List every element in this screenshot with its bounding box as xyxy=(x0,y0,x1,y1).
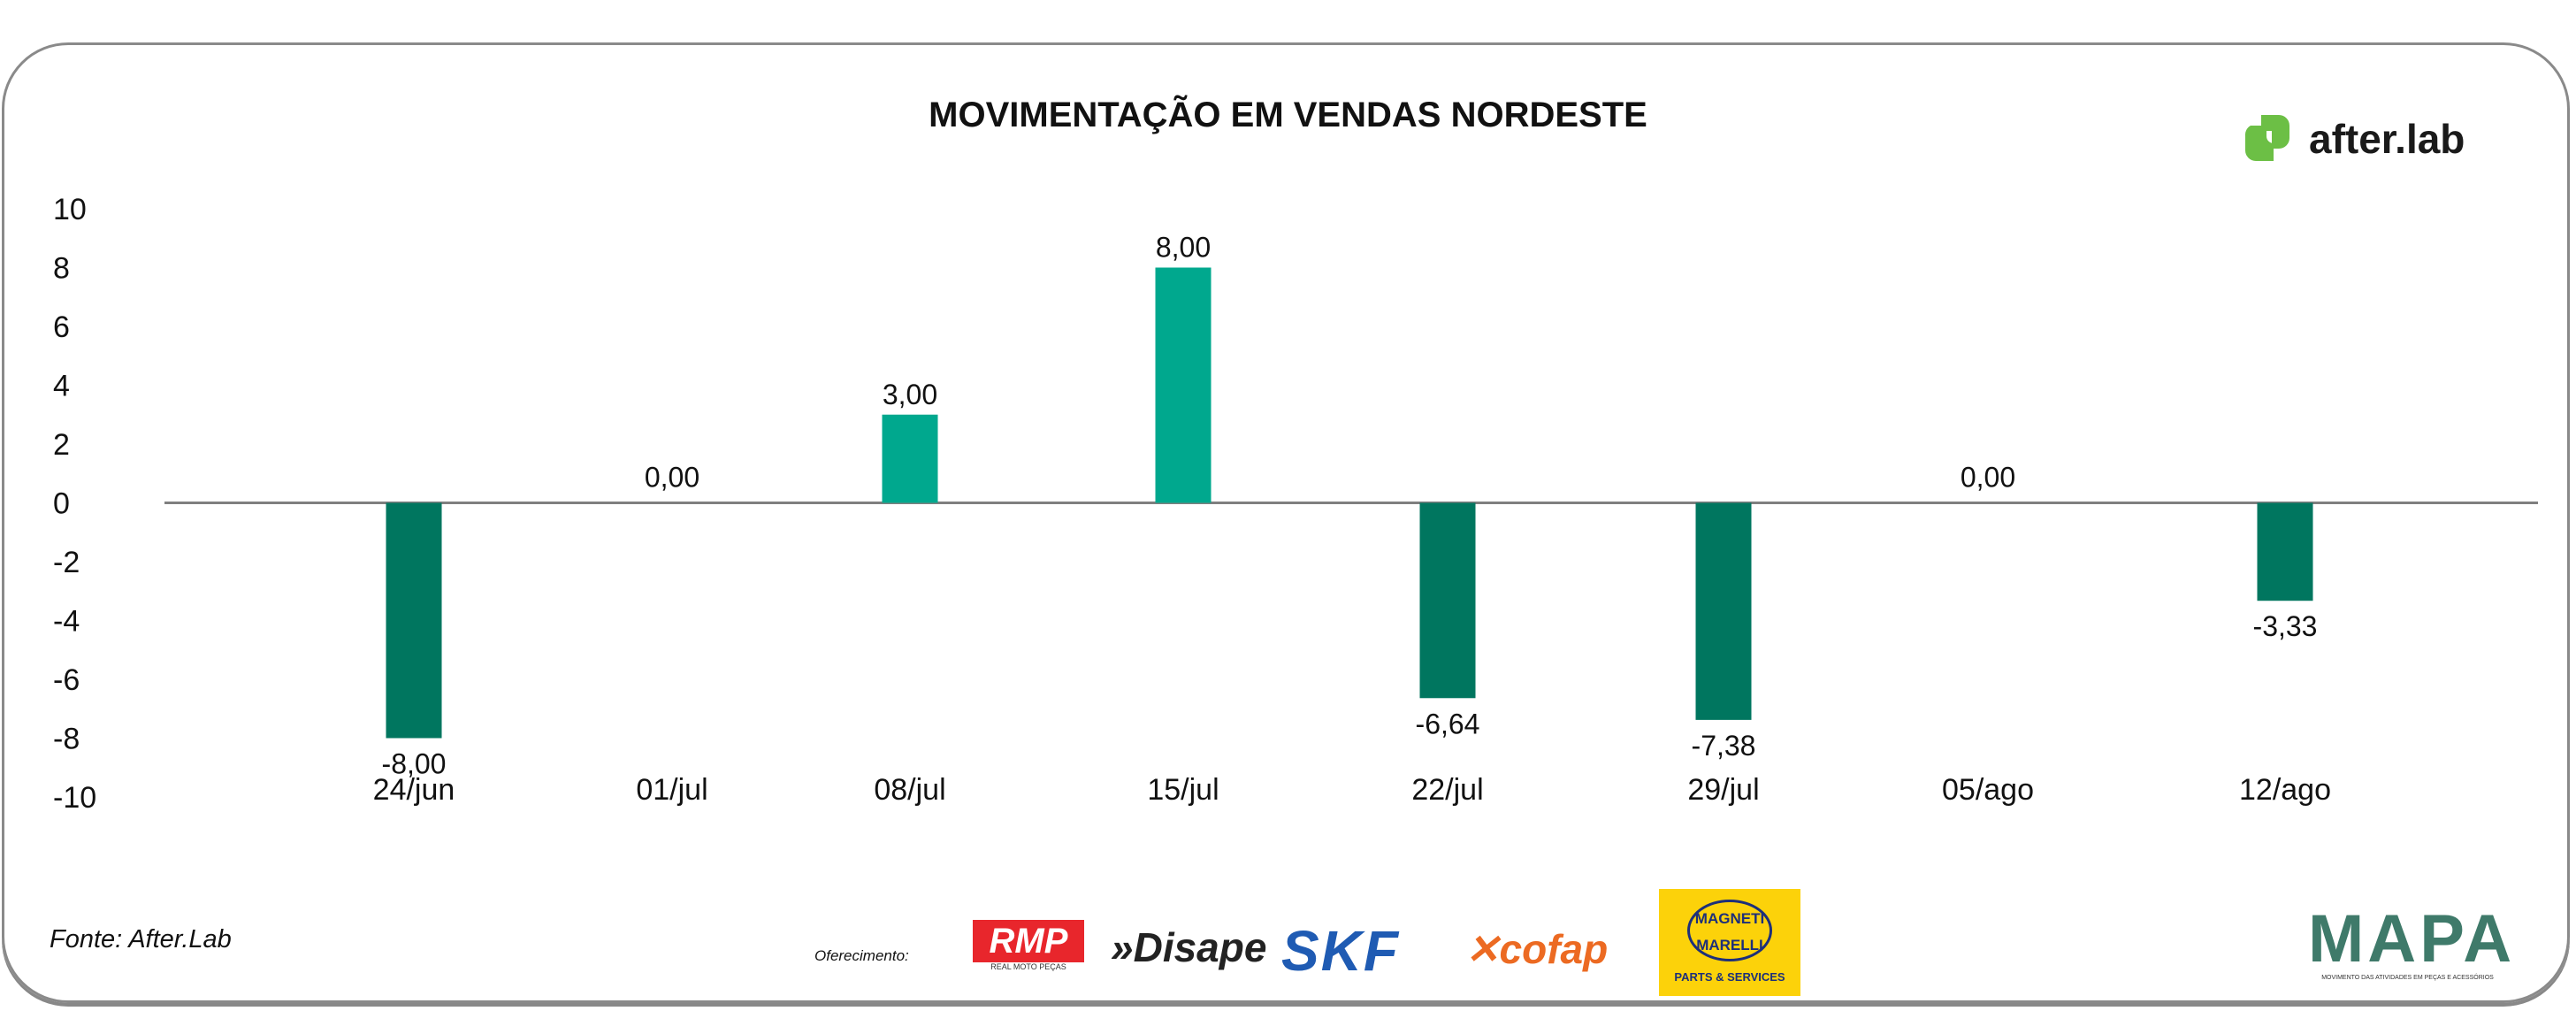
bar xyxy=(882,414,938,503)
rmp-logo: RMP REAL MOTO PEÇAS xyxy=(973,920,1084,971)
y-tick-label: -2 xyxy=(53,546,80,579)
x-tick-label: 24/jun xyxy=(373,773,455,807)
x-tick-label: 12/ago xyxy=(2239,773,2331,807)
x-tick-label: 22/jul xyxy=(1411,773,1483,807)
chart-title: MOVIMENTAÇÃO EM VENDAS NORDESTE xyxy=(929,96,1647,134)
svg-text:after.lab: after.lab xyxy=(2309,116,2465,162)
y-tick-label: -6 xyxy=(53,663,80,697)
bar xyxy=(1155,267,1212,503)
y-tick-label: 10 xyxy=(53,193,87,226)
data-label: -7,38 xyxy=(1692,730,1756,762)
data-label: 8,00 xyxy=(1156,232,1211,264)
mapa-logo: MAPA MOVIMENTO DAS ATIVIDADES EM PEÇAS E… xyxy=(2308,901,2516,982)
x-tick-label: 15/jul xyxy=(1147,773,1219,807)
source-text: Fonte: After.Lab xyxy=(50,925,232,954)
y-tick-label: 2 xyxy=(53,428,70,462)
data-label: 0,00 xyxy=(645,462,699,494)
bar xyxy=(2257,502,2313,601)
data-label: -3,33 xyxy=(2253,610,2318,642)
skf-logo: SKF xyxy=(1281,919,1400,983)
y-tick-label: 0 xyxy=(53,487,70,521)
chart-frame xyxy=(2,42,2570,1003)
bar xyxy=(1695,502,1752,720)
x-tick-label: 05/ago xyxy=(1942,773,2034,807)
disape-logo: »Disape xyxy=(1111,924,1267,970)
cofap-logo: ✕cofap xyxy=(1465,926,1609,972)
y-tick-label: 8 xyxy=(53,252,70,286)
data-label: 3,00 xyxy=(883,379,937,410)
afterlab-mark-icon: after.lab xyxy=(2244,115,2465,162)
y-tick-label: 6 xyxy=(53,310,70,344)
data-label: -8,00 xyxy=(382,748,447,780)
magneti-marelli-logo: MAGNETI MARELLI PARTS & SERVICES xyxy=(1659,889,1800,996)
y-tick-label: -8 xyxy=(53,723,80,756)
data-label: -6,64 xyxy=(1416,708,1480,739)
y-tick-label: -10 xyxy=(53,781,96,815)
bar xyxy=(386,502,442,739)
x-tick-label: 08/jul xyxy=(874,773,945,807)
afterlab-logo: after.lab xyxy=(2242,113,2507,171)
y-tick-label: 4 xyxy=(53,370,70,403)
x-tick-label: 01/jul xyxy=(636,773,707,807)
sponsor-label: Oferecimento: xyxy=(814,947,909,964)
bar xyxy=(1419,502,1476,699)
y-tick-label: -4 xyxy=(53,605,80,639)
data-label: 0,00 xyxy=(1961,462,2015,494)
x-tick-label: 29/jul xyxy=(1687,773,1759,807)
